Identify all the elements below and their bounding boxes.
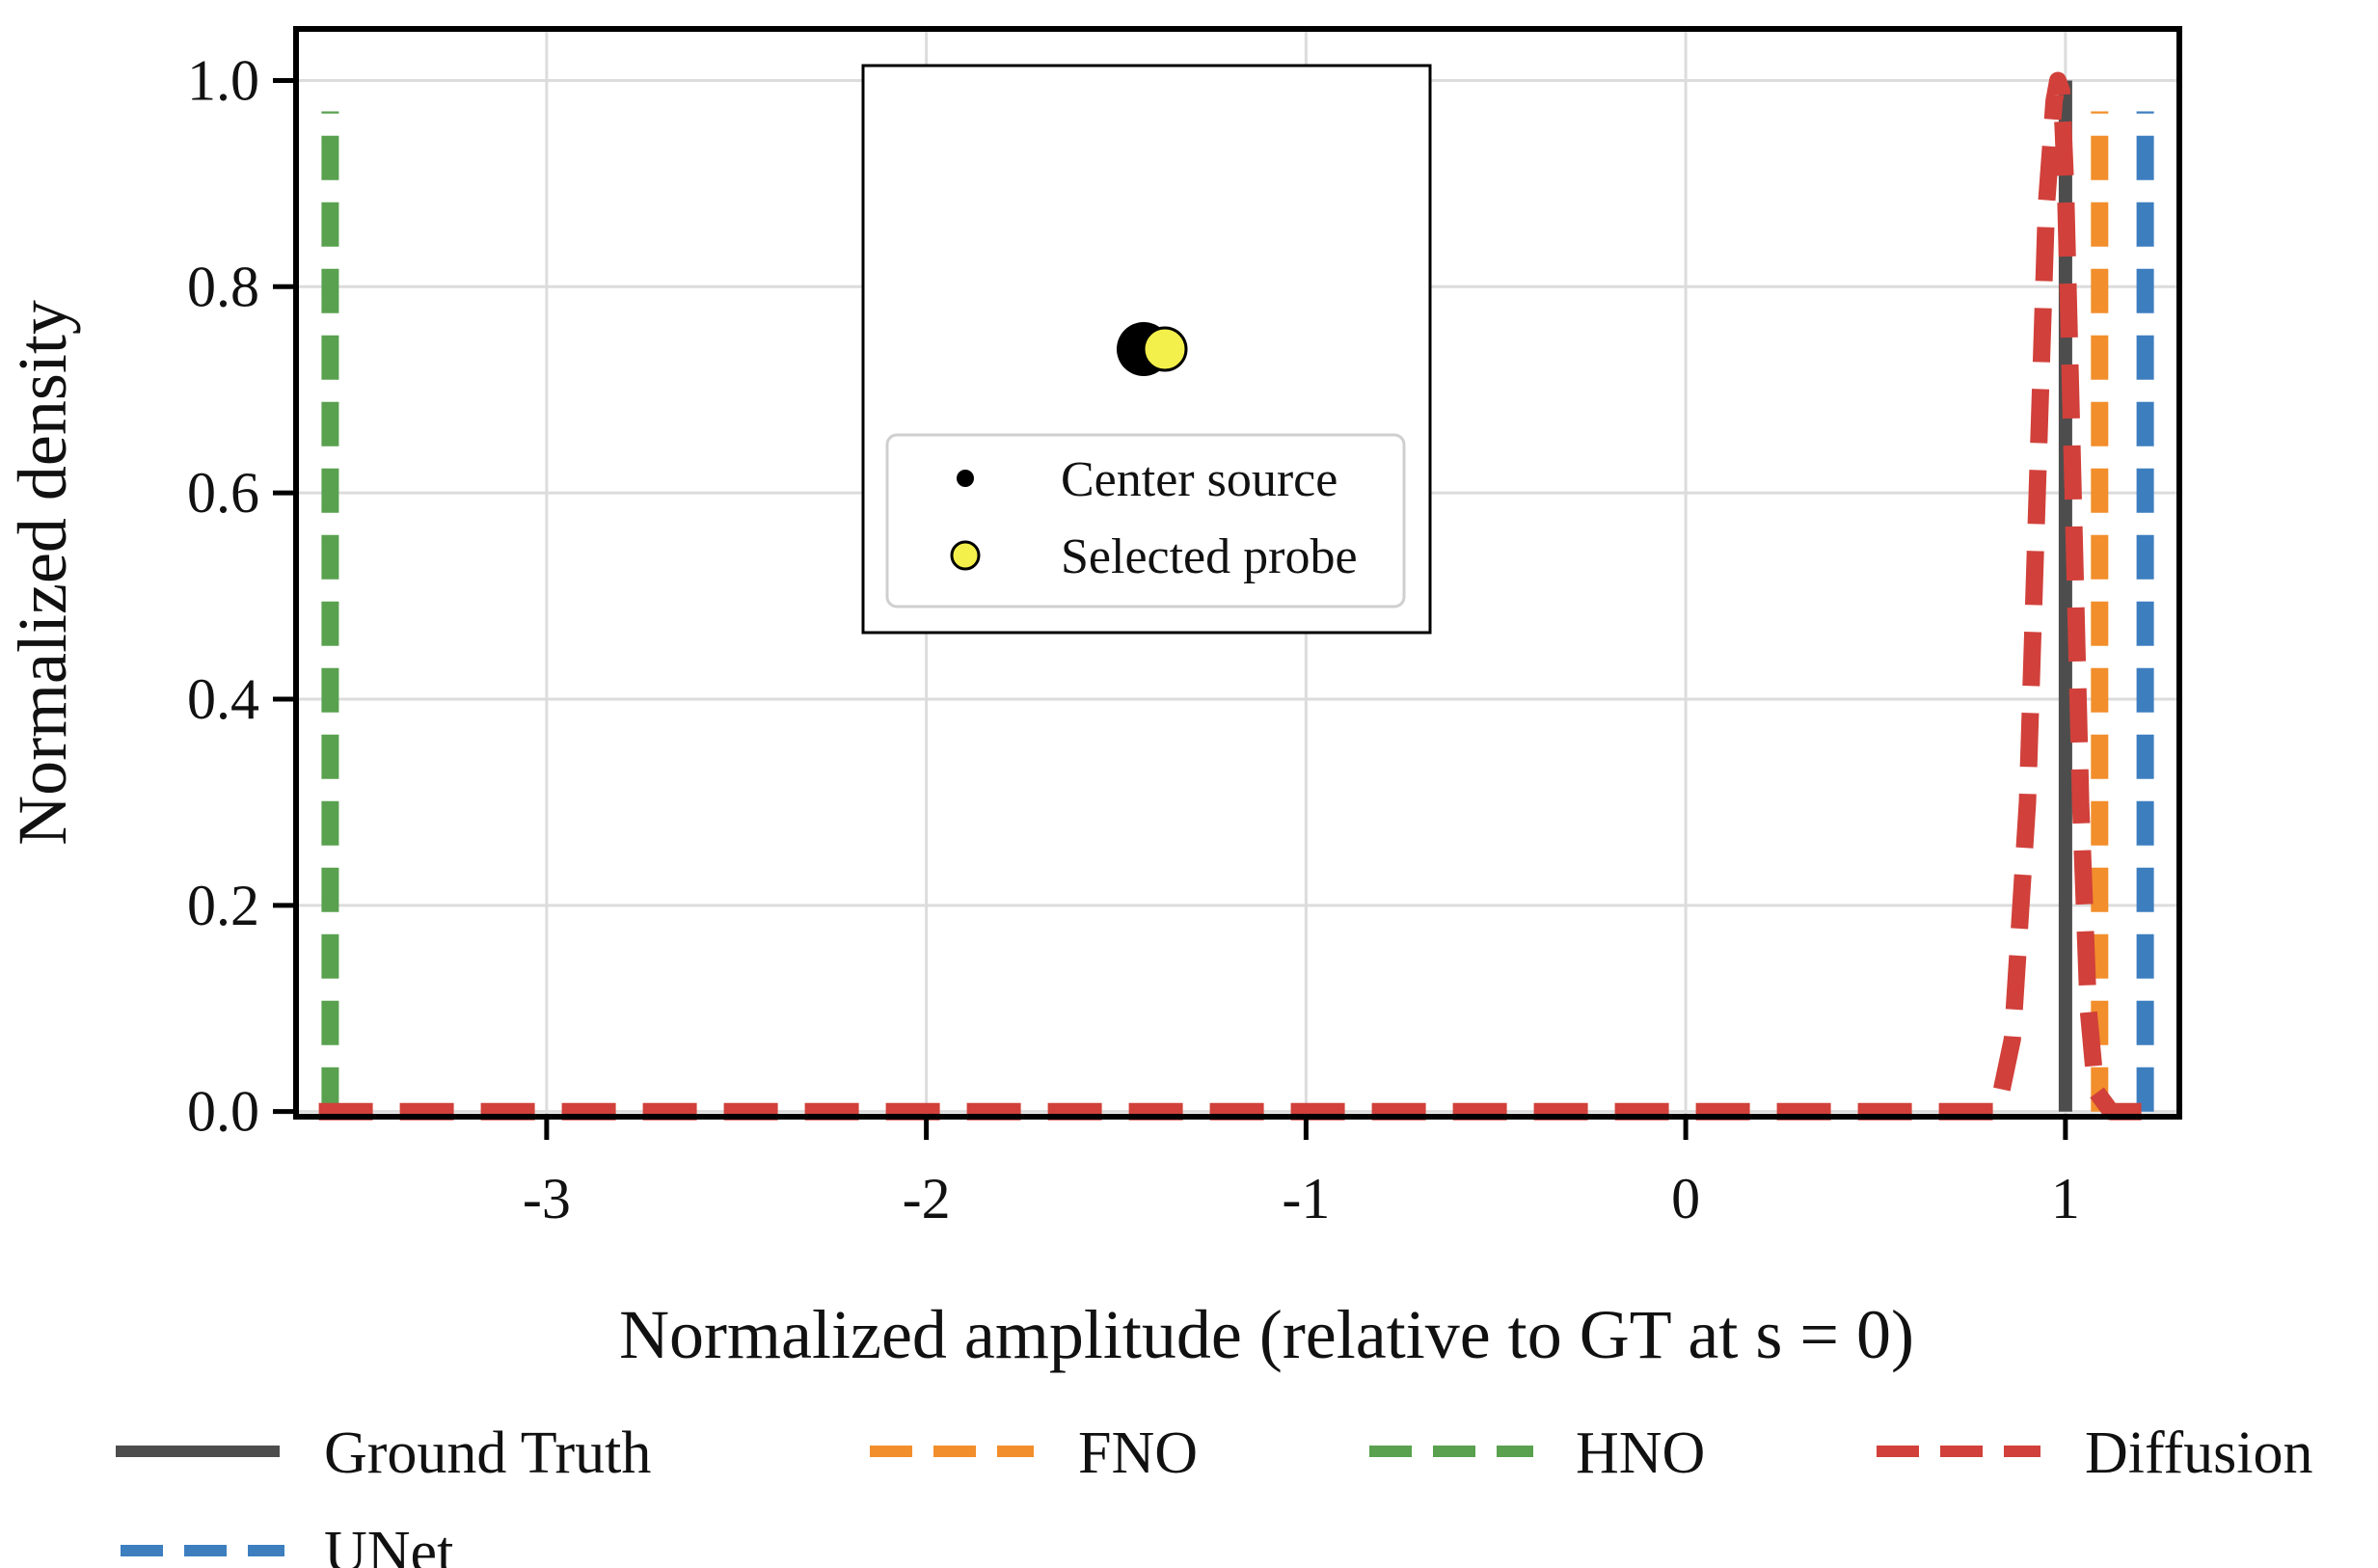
selected-probe-marker xyxy=(1142,326,1188,372)
y-tick-label: 0.8 xyxy=(187,255,259,318)
y-tick-label: 0.4 xyxy=(187,667,259,731)
legend-label-diffusion: Diffusion xyxy=(2085,1420,2313,1486)
legend-label-unet: UNet xyxy=(324,1520,453,1568)
legend-label-ground-truth: Ground Truth xyxy=(324,1420,651,1486)
y-axis-title: Normalized density xyxy=(4,300,81,846)
tick-layer: -3 -2 -1 0 1 0.0 0.2 0.4 0.6 0.8 1.0 xyxy=(187,48,2080,1230)
inset-legend-selected-probe: Selected probe xyxy=(1061,529,1358,584)
y-tick-label: 0.0 xyxy=(187,1080,259,1144)
legend-label-fno: FNO xyxy=(1078,1420,1198,1486)
chart-legend: Ground Truth FNO HNO Diffusion UNet xyxy=(116,1420,2313,1568)
series-line-diffusion xyxy=(318,71,2142,1121)
x-tick-label: -1 xyxy=(1282,1167,1330,1230)
y-tick-label: 0.6 xyxy=(187,461,259,525)
selected-probe-legend-marker xyxy=(950,540,981,571)
legend-label-hno: HNO xyxy=(1576,1420,1705,1486)
inset-legend-center-source: Center source xyxy=(1061,452,1338,507)
series-layer xyxy=(318,71,2154,1121)
inset-panel: Center source Selected probe xyxy=(861,64,1432,635)
x-axis-title: Normalized amplitude (relative to GT at … xyxy=(619,1296,1914,1373)
plot-frame xyxy=(293,26,2182,1120)
x-tick-label: 0 xyxy=(1671,1167,1700,1230)
x-tick-label: 1 xyxy=(2051,1167,2080,1230)
y-tick-label: 0.2 xyxy=(187,874,259,937)
inset-legend-frame xyxy=(885,433,1406,608)
x-tick-label: -3 xyxy=(523,1167,571,1230)
x-tick-label: -2 xyxy=(903,1167,951,1230)
center-source-legend-marker xyxy=(957,470,974,487)
y-tick-label: 1.0 xyxy=(187,48,259,112)
